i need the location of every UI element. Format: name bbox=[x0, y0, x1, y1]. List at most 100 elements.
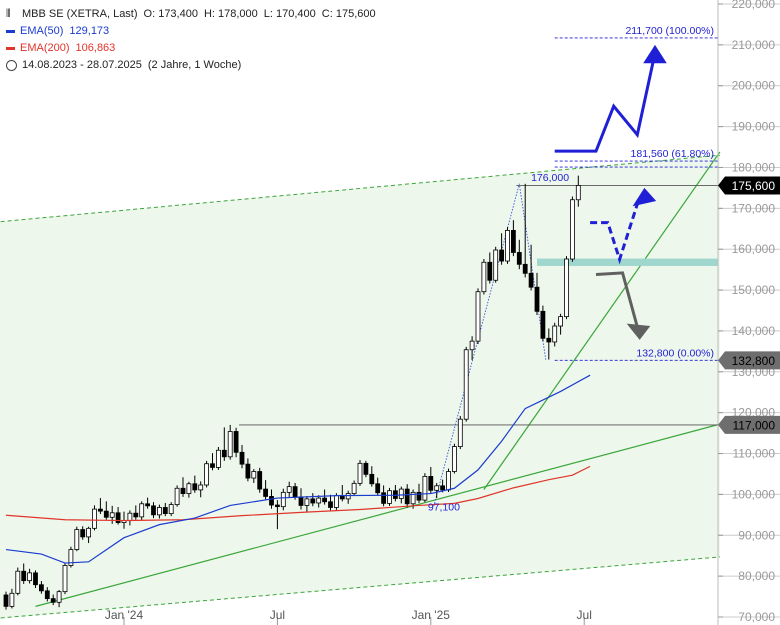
candle bbox=[39, 581, 44, 594]
candle-body-up bbox=[451, 446, 457, 472]
candle-body-up bbox=[168, 504, 174, 515]
candle-body-up bbox=[127, 512, 133, 521]
candle bbox=[375, 477, 381, 496]
candle bbox=[92, 505, 97, 531]
candle bbox=[168, 502, 174, 517]
candle-body-down bbox=[180, 487, 186, 494]
candle bbox=[463, 346, 469, 422]
candle bbox=[481, 259, 487, 295]
candle-body-down bbox=[416, 491, 422, 501]
candle bbox=[416, 483, 422, 503]
candle bbox=[44, 587, 50, 602]
price-tick-label: 180,000 bbox=[732, 160, 776, 174]
candle-body-up bbox=[304, 498, 310, 506]
candle-body-down bbox=[269, 496, 274, 506]
candle bbox=[440, 479, 446, 493]
candle bbox=[3, 591, 9, 610]
candle bbox=[251, 469, 257, 483]
candle-body-up bbox=[15, 570, 21, 594]
ema200-line bbox=[5, 465, 591, 522]
candle bbox=[174, 485, 180, 507]
candle-body-down bbox=[3, 594, 9, 607]
candle-body-down bbox=[133, 512, 139, 518]
time-axis: Jan '24 Jul Jan '25 Jul bbox=[105, 608, 592, 625]
candle bbox=[186, 481, 192, 498]
candle bbox=[510, 220, 516, 257]
candle bbox=[215, 446, 221, 470]
candle-body-up bbox=[316, 497, 322, 504]
channel-lower-line bbox=[0, 556, 720, 619]
candle-body-up bbox=[493, 249, 499, 281]
price-tick-label: 150,000 bbox=[732, 283, 776, 297]
price-tick-label: 160,000 bbox=[732, 242, 776, 256]
level-labels: 211,700 (100.00%) 181,560 (61.80%) 132,800… bbox=[428, 25, 714, 513]
candle-body-up bbox=[410, 491, 416, 505]
candle bbox=[428, 467, 434, 494]
candlestick-icon: ⫴ bbox=[6, 8, 11, 20]
candle-body-down bbox=[21, 570, 27, 582]
candle-body-up bbox=[564, 258, 569, 318]
time-tick-label: Jan '24 bbox=[105, 608, 144, 622]
candle-body-up bbox=[552, 325, 558, 343]
candle-body-down bbox=[263, 488, 269, 497]
candle-body-down bbox=[80, 529, 86, 538]
candle bbox=[345, 490, 351, 504]
pullback-path bbox=[590, 203, 639, 265]
candle bbox=[487, 252, 493, 284]
candle bbox=[570, 196, 575, 262]
clock-icon bbox=[6, 60, 17, 71]
close-value: C: 175,600 bbox=[321, 8, 376, 20]
time-tick-label: Jan '25 bbox=[412, 608, 451, 622]
swing-high-label: 176,000 bbox=[531, 172, 569, 184]
candle bbox=[575, 175, 581, 207]
candlestick-series bbox=[3, 175, 581, 610]
candle bbox=[192, 475, 198, 493]
price-axis: 70,00080,00090,000100,000110,000120,0001… bbox=[717, 0, 780, 625]
candle-body-down bbox=[375, 483, 381, 494]
chart-legend: ⫴ MBB SE (XETRA, Last) O: 173,400 H: 178… bbox=[6, 6, 376, 74]
bullish-target-path bbox=[554, 52, 657, 153]
legend-ema50-row[interactable]: EMA(50) 129,173 bbox=[6, 23, 376, 40]
candle bbox=[310, 493, 316, 507]
candle bbox=[210, 453, 215, 471]
bearish-path bbox=[595, 271, 639, 328]
price-tick-label: 80,000 bbox=[738, 569, 775, 583]
candle bbox=[328, 494, 333, 511]
candle bbox=[198, 481, 204, 498]
candle-body-up bbox=[481, 261, 487, 293]
candle-body-up bbox=[204, 463, 210, 486]
legend-ema200-row[interactable]: EMA(200) 106,863 bbox=[6, 40, 376, 57]
candle-body-up bbox=[109, 512, 115, 518]
candle bbox=[145, 497, 151, 509]
candle bbox=[33, 570, 38, 588]
candle bbox=[115, 507, 121, 525]
candle-body-down bbox=[528, 272, 534, 288]
candle bbox=[162, 502, 168, 517]
candle-body-up bbox=[27, 572, 33, 582]
time-tick-label: Jul bbox=[577, 608, 592, 622]
candle-body-down bbox=[540, 310, 546, 339]
candle bbox=[558, 313, 563, 335]
candle-body-up bbox=[434, 485, 440, 491]
candle bbox=[369, 466, 375, 487]
price-tag: 175,600 bbox=[718, 176, 780, 195]
candle-body-down bbox=[44, 590, 50, 600]
candle-body-down bbox=[39, 584, 44, 592]
candle bbox=[469, 336, 475, 360]
candle-body-up bbox=[280, 491, 286, 508]
candle-body-up bbox=[74, 529, 80, 550]
candle bbox=[156, 504, 162, 519]
candle-body-up bbox=[469, 340, 475, 351]
candle bbox=[404, 484, 410, 508]
candle bbox=[74, 526, 80, 552]
candle-body-up bbox=[475, 291, 481, 342]
candle bbox=[245, 458, 251, 482]
candle-body-down bbox=[274, 504, 280, 508]
price-tag-shape bbox=[718, 415, 780, 434]
candle bbox=[363, 460, 369, 478]
candle-body-up bbox=[333, 495, 339, 508]
candle-body-down bbox=[115, 512, 121, 523]
candle-body-up bbox=[558, 316, 563, 327]
candle-body-up bbox=[286, 486, 292, 493]
